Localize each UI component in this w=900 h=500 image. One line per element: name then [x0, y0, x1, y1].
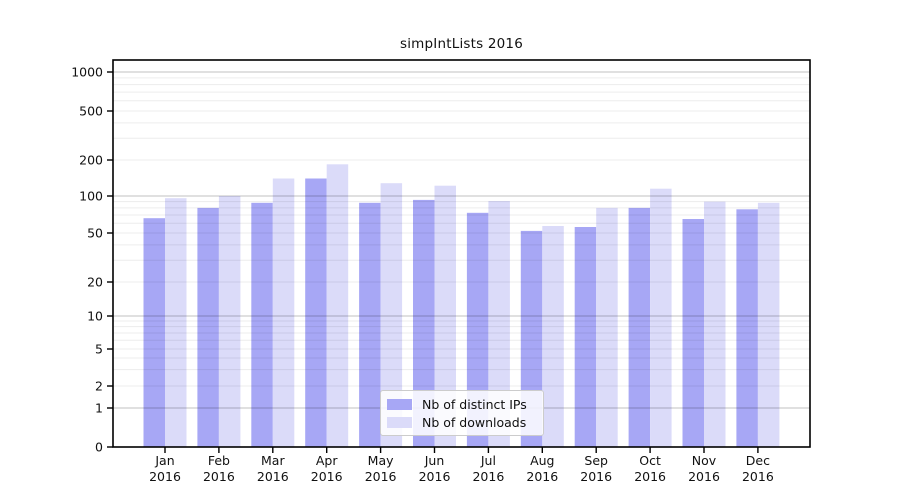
y-tick-label: 1000 — [71, 65, 103, 80]
bar-distinct-ips-oct — [628, 207, 651, 447]
x-tick-label: Jul 2016 — [472, 453, 504, 484]
bar-distinct-ips-mar — [251, 202, 273, 447]
y-tick-label: 500 — [79, 104, 103, 119]
bar-distinct-ips-may — [359, 202, 381, 447]
x-tick-label: Mar 2016 — [257, 453, 289, 484]
y-tick-label: 5 — [95, 342, 103, 357]
bar-distinct-ips-dec — [736, 209, 758, 447]
legend: Nb of distinct IPs Nb of downloads — [380, 390, 544, 436]
bar-downloads-jul — [488, 201, 510, 447]
y-tick-label: 200 — [79, 153, 103, 168]
x-tick-label: Jan 2016 — [149, 453, 181, 484]
bar-downloads-apr — [326, 164, 349, 448]
x-tick-label: May 2016 — [365, 453, 397, 484]
x-tick-label: Nov 2016 — [688, 453, 720, 484]
x-tick-label: Dec 2016 — [742, 453, 774, 484]
bar-downloads-may — [380, 183, 403, 447]
bar-downloads-sep — [596, 207, 618, 447]
y-tick-label: 0 — [95, 440, 103, 455]
bar-downloads-dec — [757, 202, 780, 447]
bar-distinct-ips-nov — [682, 219, 704, 447]
legend-swatch-downloads — [387, 416, 412, 428]
x-tick-label: Apr 2016 — [311, 453, 343, 484]
y-tick-label: 1 — [95, 401, 103, 416]
x-tick-label: Feb 2016 — [203, 453, 235, 484]
x-tick-label: Sep 2016 — [580, 453, 612, 484]
bars-layer — [143, 164, 780, 448]
bar-distinct-ips-sep — [574, 227, 597, 447]
bar-downloads-nov — [704, 201, 726, 447]
legend-swatch-distinct-ips — [387, 398, 412, 410]
bar-downloads-feb — [218, 196, 241, 447]
y-tick-label: 50 — [87, 226, 103, 241]
x-tick-label: Jun 2016 — [419, 453, 451, 484]
y-tick-label: 2 — [95, 379, 103, 394]
bar-distinct-ips-feb — [197, 207, 219, 447]
chart-title: simpIntLists 2016 — [399, 36, 523, 52]
y-tick-label: 10 — [87, 309, 103, 324]
plot-frame — [112, 59, 811, 448]
bar-downloads-jun — [434, 185, 456, 447]
bar-distinct-ips-jan — [143, 218, 165, 447]
legend-label-downloads: Nb of downloads — [422, 414, 527, 430]
x-tick-label: Oct 2016 — [634, 453, 666, 484]
legend-label-distinct-ips: Nb of distinct IPs — [422, 396, 527, 412]
legend-item-distinct-ips: Nb of distinct IPs — [387, 395, 543, 413]
bar-downloads-mar — [272, 178, 295, 447]
y-tick-label: 20 — [87, 275, 103, 290]
legend-item-downloads: Nb of downloads — [387, 413, 543, 431]
y-tick-label: 100 — [79, 189, 103, 204]
x-tick-label: Aug 2016 — [526, 453, 558, 484]
bar-distinct-ips-apr — [305, 178, 327, 447]
bar-downloads-oct — [650, 188, 672, 447]
bar-downloads-jan — [165, 198, 187, 447]
y-axis: 0 1 2 5 10 20 50 100 200 500 1000 — [71, 65, 113, 455]
bar-distinct-ips-jun — [413, 199, 435, 447]
bar-downloads-aug — [542, 226, 564, 447]
bar-distinct-ips-jul — [466, 212, 489, 447]
gridlines-layer — [113, 71, 810, 409]
x-axis: Jan 2016 Feb 2016 Mar 2016 Apr 2016 May 2016 Jun 20… — [149, 447, 774, 484]
